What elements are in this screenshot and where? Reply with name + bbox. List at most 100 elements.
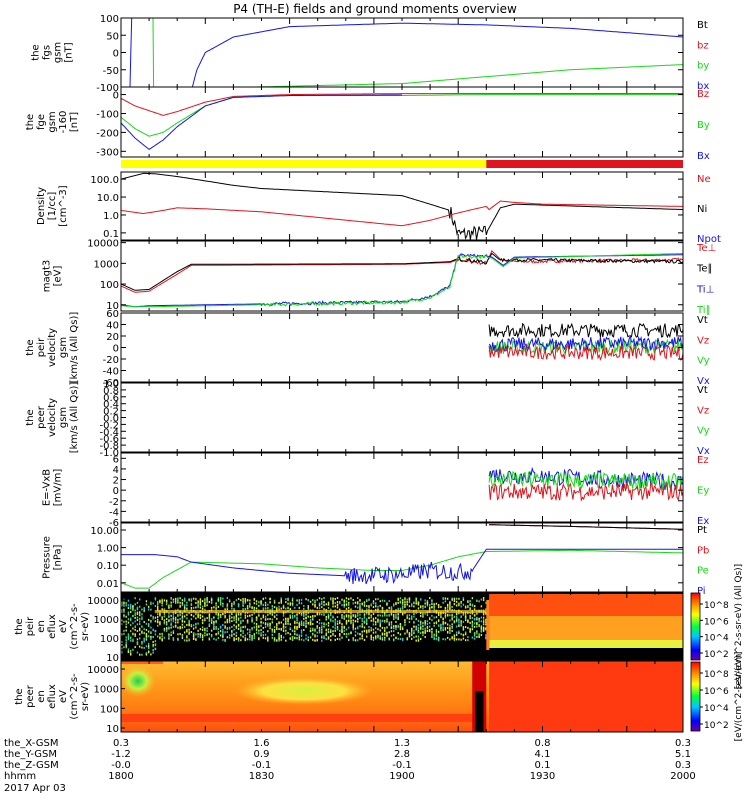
spectrogram-cell [127,648,130,651]
spectrogram-cell [255,618,258,621]
spectrogram-cell [172,631,175,634]
spectrogram-cell [190,623,193,626]
spectrogram-cell [440,605,442,608]
spectrogram-cell [453,634,456,637]
spectrogram-cell [271,612,274,615]
spectrogram-cell [386,620,388,623]
spectrogram-cell [179,632,181,635]
spectrogram-cell [485,634,487,637]
spectrogram-band [121,714,487,722]
spectrogram-cell [469,615,471,618]
spectrogram-cell [469,628,471,631]
spectrogram-cell [437,624,440,627]
spectrogram-cell [469,602,471,605]
spectrogram-cell [222,635,224,638]
spectrogram-cell [181,623,184,626]
spectrogram-cell [368,598,370,601]
spectrogram-cell [393,639,395,642]
spectrogram-cell [123,608,125,611]
spectrogram-cell [451,618,453,621]
series-ez-line [488,482,683,503]
y-axis-label: velocity [47,328,58,367]
spectrogram-cell [422,631,424,634]
spectrogram-cell [132,605,134,608]
spectrogram-cell [397,631,399,634]
spectrogram-cell [260,620,262,623]
spectrogram-cell [264,618,267,621]
spectrogram-cell [123,646,125,649]
spectrogram-cell [251,619,253,622]
spectrogram-cell [485,623,487,626]
spectrogram-cell [255,631,258,634]
spectrogram-cell [294,620,296,623]
spectrogram-cell [480,626,483,629]
series-pi-line [121,548,683,585]
spectrogram-cell [334,624,336,627]
spectrogram-cell [168,606,170,609]
spectrogram-cell [136,619,139,622]
spectrogram-cell [381,633,384,636]
spectrogram-cell [428,629,431,632]
spectrogram-cell [197,629,199,632]
spectrogram-cell [287,619,289,622]
spectrogram-cell [208,612,211,615]
spectrogram-cell [428,616,431,619]
spectrogram-cell [267,636,269,639]
spectrogram-cell [192,627,195,630]
spectrogram-cell [419,623,422,626]
spectrogram-cell [363,630,366,633]
spectrogram-cell [138,623,141,626]
spectrogram-cell [242,604,244,607]
spectrogram-cell [451,598,453,601]
spectrogram-cell [415,627,417,630]
spectrogram-cell [359,602,361,605]
spectrogram-cell [462,613,465,616]
spectrogram-cell [233,601,235,604]
spectrogram-cell [462,626,465,629]
spectrogram-cell [190,608,193,611]
spectrogram-cell [127,604,130,607]
spectrogram-cell [127,635,130,638]
spectrogram-cell [377,628,379,631]
spectrogram-cell [282,636,285,639]
spectrogram-cell [348,598,350,601]
spectrogram-cell [372,613,375,616]
spectrogram-cell [161,600,163,603]
spectrogram-cell [291,638,294,641]
spectrogram-cell [161,598,163,601]
spectrogram-cell [179,601,181,604]
spectrogram-cell [141,618,143,621]
spectrogram-cell [350,597,352,600]
spectrogram-cell [309,620,312,623]
spectrogram-cell [402,607,404,610]
spectrogram-cell [458,604,460,607]
spectrogram-cell [417,638,420,641]
spectrogram-cell [361,624,363,627]
spectrogram-cell [125,645,127,648]
spectrogram-cell [172,638,175,641]
spectrogram-cell [280,634,283,637]
spectrogram-cell [455,633,458,636]
spectrogram-cell [264,622,267,625]
spectrogram-cell [460,615,462,618]
spectrogram-cell [129,610,132,613]
spectrogram-cell [446,608,449,611]
spectrogram-cell [316,613,318,616]
spectrogram-cell [332,630,334,633]
legend-vx: Vx [697,376,710,387]
spectrogram-cell [428,625,431,628]
spectrogram-cell [121,601,123,604]
spectrogram-cell [134,634,136,637]
spectrogram-cell [357,632,359,635]
spectrogram-cell [440,629,442,632]
spectrogram-cell [228,617,231,620]
series-bx-line [191,22,683,87]
spectrogram-cell [410,617,413,620]
colorbar-tick-label: 10^4 [704,704,729,714]
spectrogram-cell [370,614,372,617]
spectrogram-cell [215,633,217,636]
spectrogram-cell [343,617,345,620]
spectrogram-cell [291,612,294,615]
spectrogram-cell [213,627,215,630]
spectrogram-cell [410,603,413,606]
